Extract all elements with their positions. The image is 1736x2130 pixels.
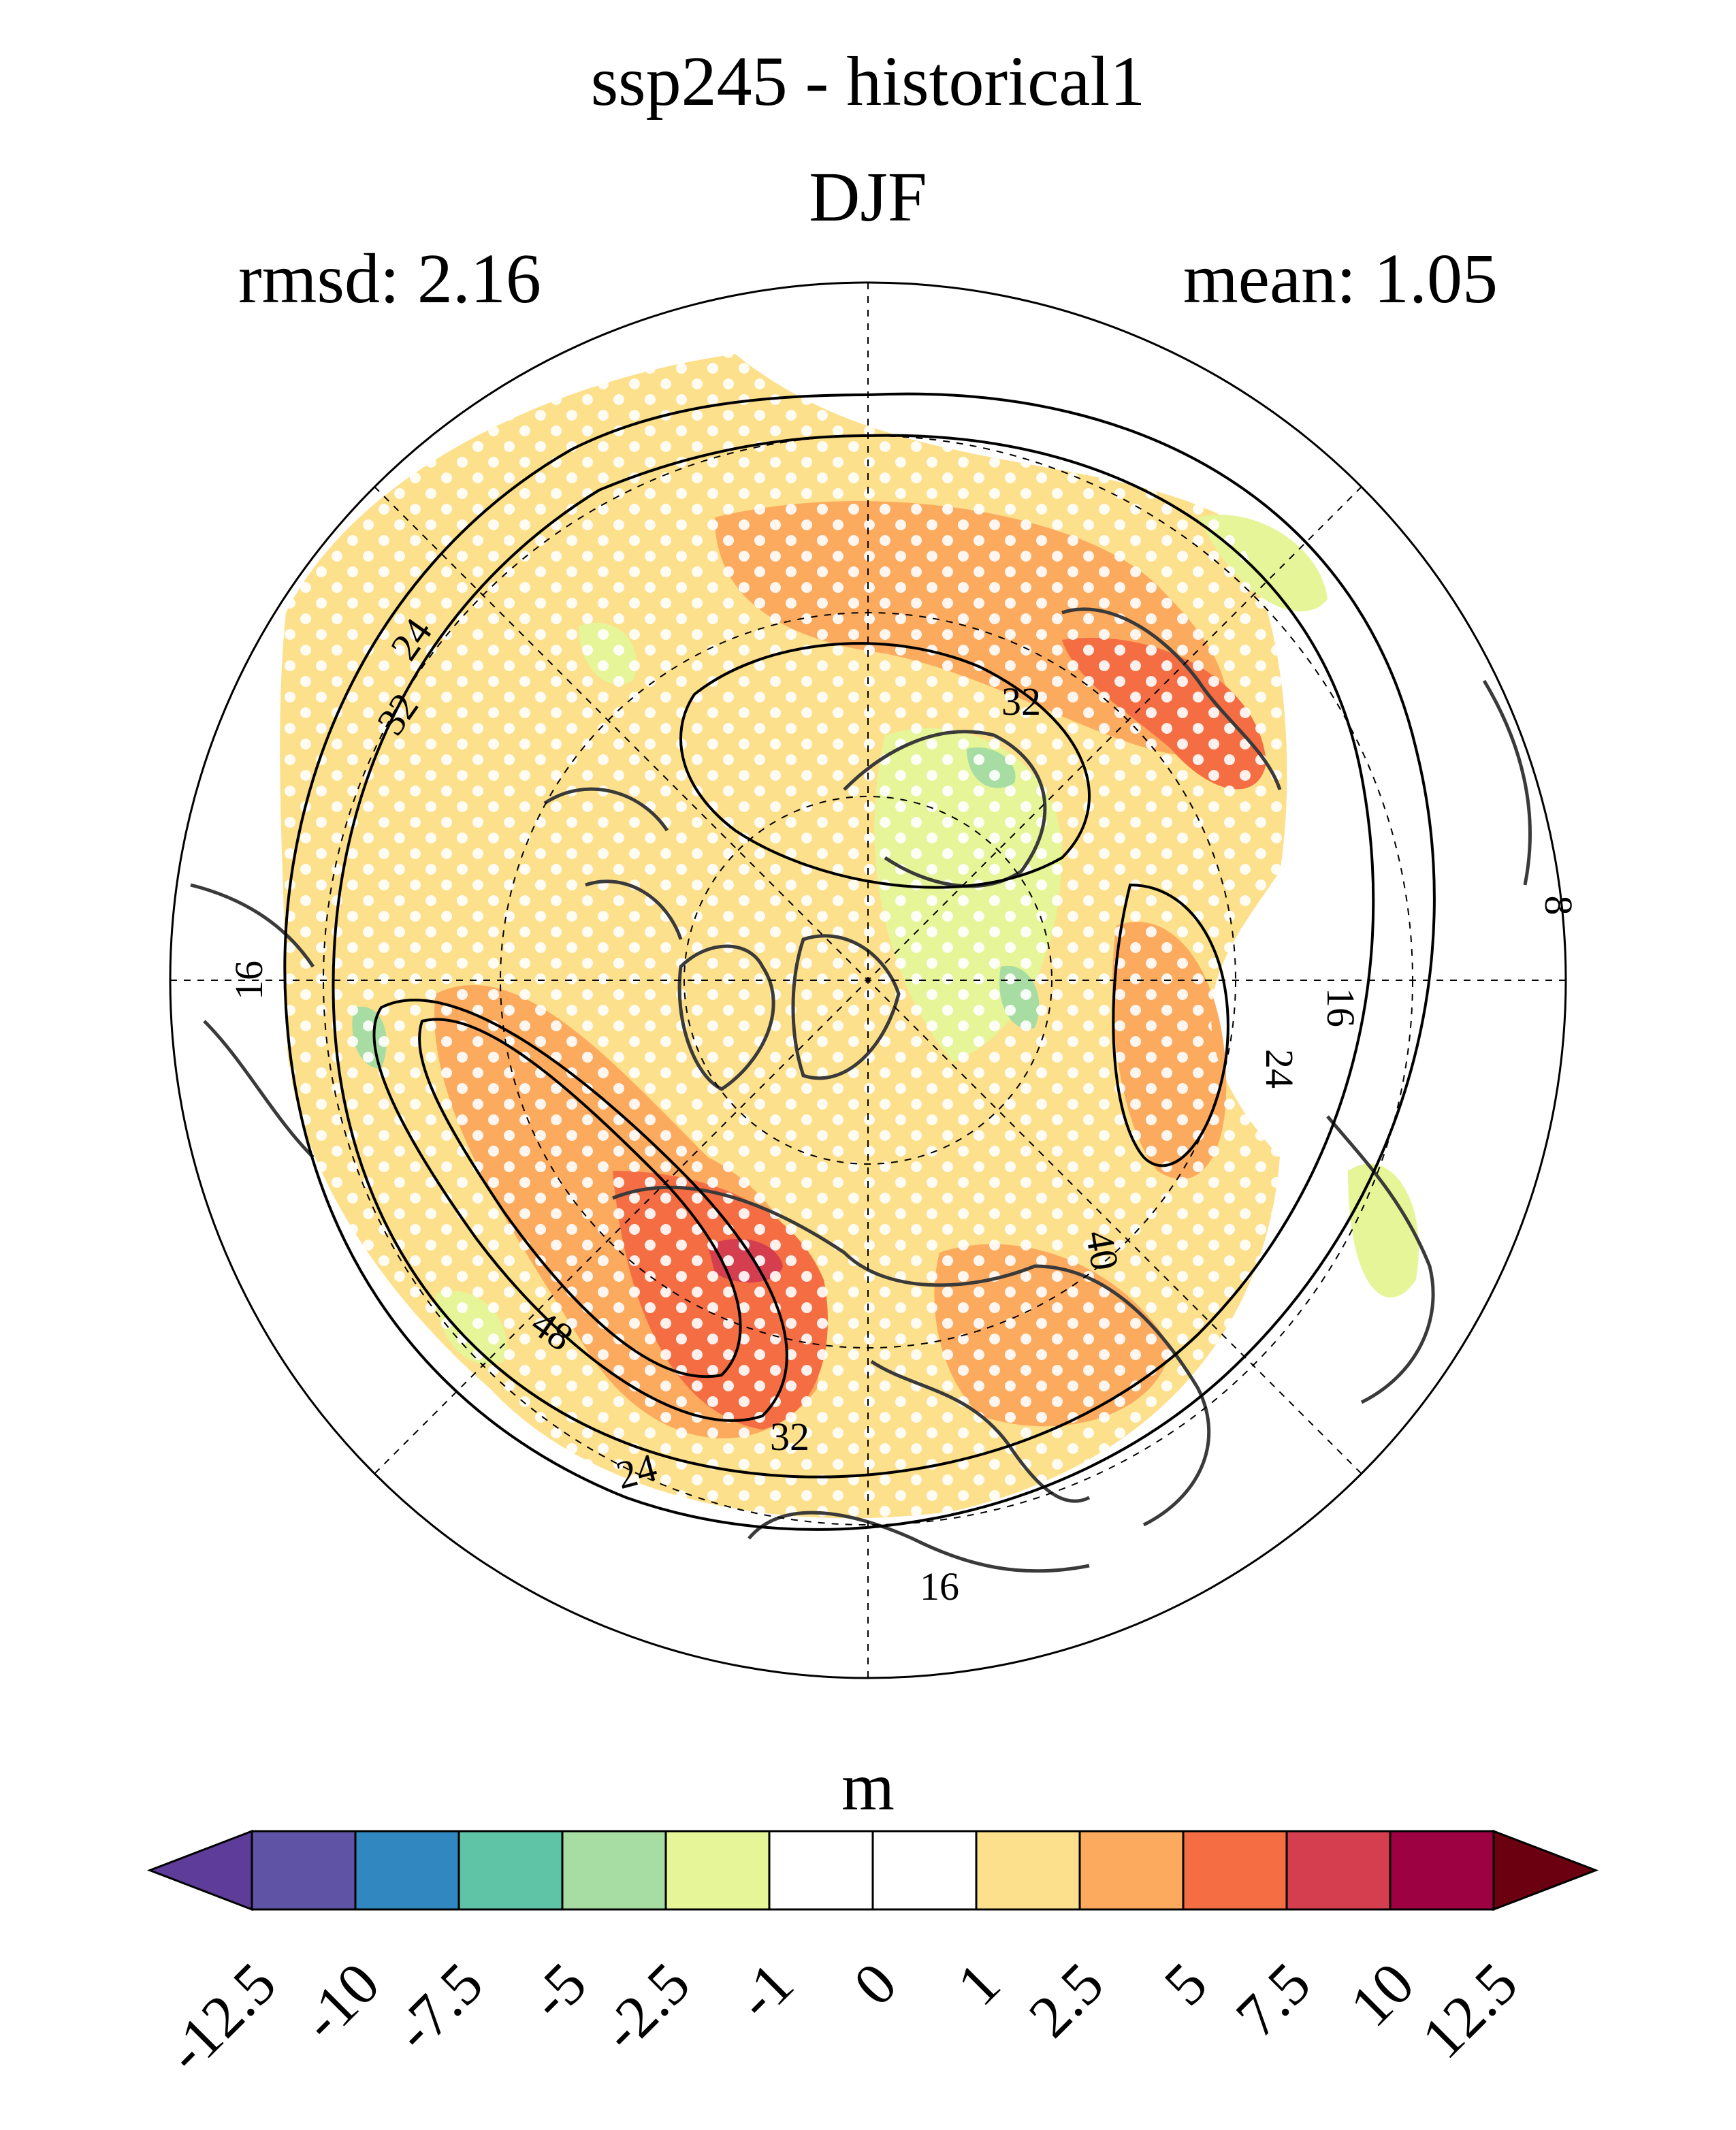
colorbar: [146, 1829, 1599, 1911]
contour-label: 24: [1257, 1049, 1302, 1088]
polar-map: 24 32 32 16 16 24 40 48 32 24 16 8: [169, 281, 1581, 1679]
contour-label: 16: [1319, 988, 1363, 1027]
contour-label: 32: [1001, 679, 1041, 724]
contour-label: 40: [1077, 1227, 1127, 1273]
contour-label: 16: [920, 1564, 959, 1609]
colorbar-segment: [1078, 1830, 1185, 1911]
height-contours: [283, 392, 1436, 1531]
map-boundary: [169, 281, 1567, 1679]
colorbar-segment: [768, 1830, 874, 1911]
colorbar-segment: [975, 1830, 1081, 1911]
colorbar-segment: [1182, 1830, 1288, 1911]
colorbar-segment: [1285, 1830, 1392, 1911]
colorbar-unit: m: [841, 1749, 895, 1824]
contour-label: 32: [770, 1415, 809, 1459]
colorbar-segment: [457, 1830, 564, 1911]
coastlines: [190, 607, 1532, 1573]
significance-stippling: [280, 354, 1287, 1519]
colorbar-segment: [251, 1830, 357, 1911]
graticule: [170, 283, 1566, 1678]
rmsd-label: rmsd: 2.16: [238, 240, 541, 318]
colorbar-segment: [1389, 1830, 1495, 1911]
colorbar-segment: [354, 1830, 460, 1911]
contour-label: 16: [227, 961, 271, 1000]
contour-label: 8: [1537, 896, 1581, 916]
colorbar-segment: [664, 1830, 771, 1911]
plot-title: ssp245 - historical1: [590, 42, 1146, 120]
mean-label: mean: 1.05: [1183, 240, 1498, 318]
colorbar-segment: [871, 1830, 978, 1911]
season-label: DJF: [809, 158, 927, 236]
colorbar-segment: [561, 1830, 667, 1911]
colorbar-extend-low: [146, 1829, 253, 1911]
colorbar-extend-high: [1492, 1829, 1599, 1911]
